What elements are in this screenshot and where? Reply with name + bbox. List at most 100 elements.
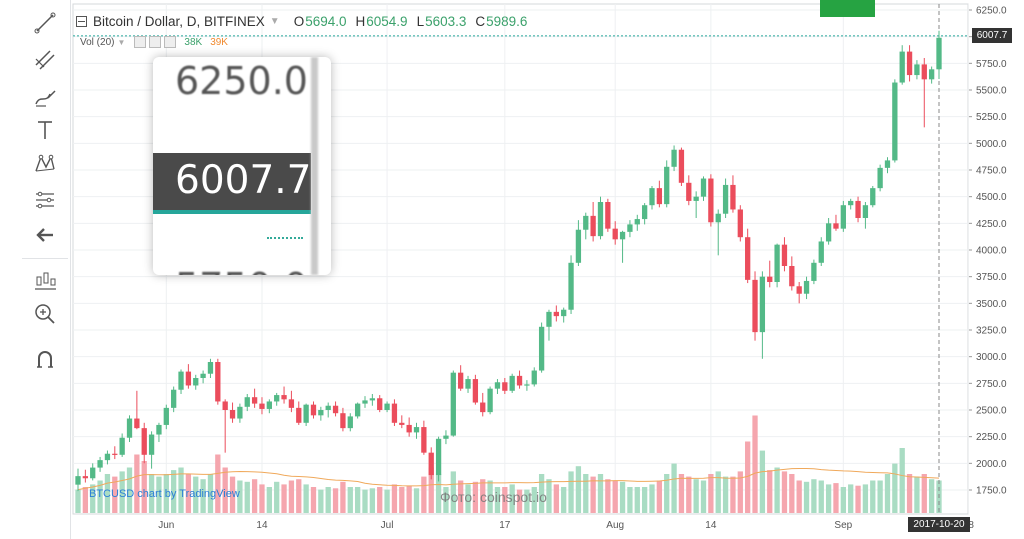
y-tick-label: 2500.0 xyxy=(976,406,1007,417)
buy-badge[interactable] xyxy=(820,0,875,17)
candle-body xyxy=(421,427,427,453)
y-tick-label: 3250.0 xyxy=(976,326,1007,337)
volume-bar xyxy=(870,480,876,513)
candle-body xyxy=(244,397,250,407)
y-tick-label: 5000.0 xyxy=(976,139,1007,150)
volume-bar xyxy=(914,476,920,513)
symbol-title[interactable]: Bitcoin / Dollar, D, BITFINEX xyxy=(93,13,265,29)
watermark: Фото: coinspot.io xyxy=(440,489,547,505)
y-tick-label: 1750.0 xyxy=(976,486,1007,497)
volume-bar xyxy=(472,481,479,513)
candle-body xyxy=(112,453,118,455)
candle-body xyxy=(561,309,567,317)
candle-body xyxy=(134,418,140,429)
volume-bar xyxy=(90,484,96,513)
zoom-in-icon[interactable] xyxy=(22,297,68,331)
candle-body xyxy=(399,422,405,425)
measure-tool-icon[interactable] xyxy=(22,183,68,217)
volume-label[interactable]: Vol (20) xyxy=(80,36,115,48)
volume-bar xyxy=(568,471,574,513)
candle-body xyxy=(318,410,324,416)
candle-body xyxy=(789,266,795,287)
high-value: 6054.9 xyxy=(366,13,408,29)
volume-bar xyxy=(803,481,810,513)
line-tool-icon[interactable] xyxy=(22,6,68,40)
candle-body xyxy=(119,437,125,455)
volume-bar xyxy=(207,474,214,513)
volume-bar xyxy=(745,441,751,513)
candle-body xyxy=(634,219,640,225)
volume-hide-icon[interactable] xyxy=(134,36,147,48)
candle-body xyxy=(251,397,258,404)
candle-body xyxy=(708,178,714,223)
volume-bar xyxy=(524,489,530,513)
candles-icon[interactable] xyxy=(22,264,68,298)
candle-body xyxy=(840,205,846,229)
candle-body xyxy=(193,378,199,386)
candle-body xyxy=(678,149,685,183)
volume-bar xyxy=(413,488,420,513)
zoom-dashed-line xyxy=(267,237,303,243)
volume-bar xyxy=(377,487,383,513)
volume-bar xyxy=(75,489,81,513)
x-tick-label: Sep xyxy=(834,520,852,531)
volume-bar xyxy=(266,487,272,513)
volume-bar xyxy=(789,474,795,513)
back-arrow-icon[interactable] xyxy=(22,218,68,252)
tradingview-credit-link[interactable]: BTCUSD chart by TradingView xyxy=(89,488,240,500)
low-key: L xyxy=(416,13,425,29)
fib-tool-icon[interactable] xyxy=(22,43,68,77)
candle-body xyxy=(163,407,169,425)
volume-bar xyxy=(877,480,883,513)
magnet-icon[interactable] xyxy=(22,343,68,377)
volume-bar xyxy=(156,476,162,513)
volume-bar xyxy=(112,476,118,513)
chevron-down-icon[interactable]: ▼ xyxy=(269,15,280,27)
volume-bar xyxy=(686,476,692,513)
volume-bar xyxy=(237,480,243,513)
y-tick-label: 3750.0 xyxy=(976,272,1007,283)
candle-body xyxy=(340,413,346,429)
candle-body xyxy=(524,384,530,386)
candle-body xyxy=(700,178,707,197)
volume-bar xyxy=(193,476,199,513)
volume-bar xyxy=(641,487,648,513)
volume-bar xyxy=(656,480,663,513)
y-tick-label: 6250.0 xyxy=(976,6,1007,17)
volume-bar xyxy=(104,474,111,513)
pattern-tool-icon[interactable] xyxy=(22,147,68,181)
candle-body xyxy=(575,229,582,263)
text-tool-icon[interactable] xyxy=(22,113,68,147)
volume-bar xyxy=(516,489,523,513)
candle-body xyxy=(516,375,523,386)
volume-bar xyxy=(480,479,486,513)
volume-settings-icon[interactable] xyxy=(149,36,162,48)
volume-bar xyxy=(825,484,832,513)
last-price-tag: 6007.7 xyxy=(972,28,1012,43)
y-tick-label: 5750.0 xyxy=(976,59,1007,70)
candle-body xyxy=(443,435,449,439)
volume-bar xyxy=(708,474,714,513)
collapse-icon[interactable] xyxy=(76,15,87,27)
candle-body xyxy=(641,205,648,220)
candle-body xyxy=(391,403,398,423)
volume-bar xyxy=(509,484,515,513)
close-key: C xyxy=(475,13,486,29)
volume-bar xyxy=(97,480,103,513)
candle-body xyxy=(568,262,574,310)
volume-remove-icon[interactable] xyxy=(164,36,177,48)
volume-bar xyxy=(781,471,788,513)
volume-chevron-icon[interactable]: ▼ xyxy=(117,37,126,47)
price-axis-zoom-overlay: 6250.0 6007.7 5750.0 xyxy=(153,57,331,275)
volume-bar xyxy=(362,489,368,513)
brush-tool-icon[interactable] xyxy=(22,80,68,114)
candle-body xyxy=(494,382,501,389)
candle-body xyxy=(774,244,780,282)
candle-body xyxy=(737,209,743,238)
volume-bar xyxy=(752,415,758,513)
volume-bar xyxy=(354,487,361,513)
volume-bar xyxy=(288,480,295,513)
symbol-legend: Bitcoin / Dollar, D, BITFINEX ▼ O 5694.0 … xyxy=(76,10,536,32)
candle-body xyxy=(928,69,935,80)
candle-body xyxy=(664,166,670,205)
